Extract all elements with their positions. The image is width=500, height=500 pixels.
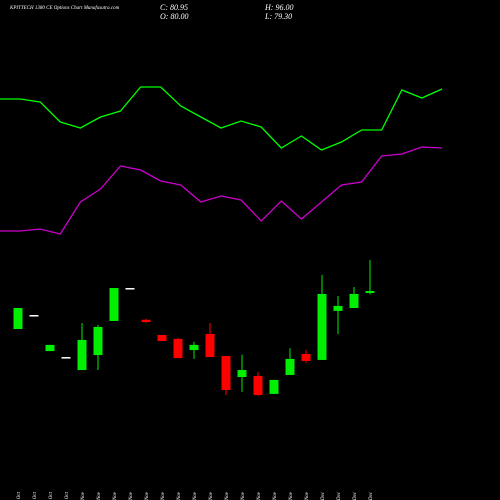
x-tick-label: 30 Oct	[49, 491, 54, 500]
x-tick-label: 20 Nov	[209, 491, 214, 500]
summary-low: L: 79.30	[264, 12, 292, 21]
candle-body	[205, 333, 215, 358]
x-tick-label: 01 Dec	[321, 491, 326, 500]
summary-high: H: 96.00	[264, 3, 293, 12]
candle-body	[317, 294, 327, 360]
candle-body	[109, 288, 119, 321]
candle-body	[173, 338, 183, 359]
x-tick-label: 31 Oct	[65, 491, 70, 500]
x-tick-label: 29 Oct	[33, 491, 38, 500]
x-tick-label: 17 Nov	[161, 491, 166, 500]
x-tick-label: 14 Nov	[145, 491, 150, 500]
indicator-line	[0, 86, 443, 151]
candle-body	[45, 344, 55, 352]
x-tick-label: 25 Nov	[257, 491, 262, 500]
summary-close: C: 80.95	[160, 3, 188, 12]
candle-body	[77, 339, 87, 371]
x-tick-label: 21 Nov	[225, 491, 230, 500]
x-tick-label: 27 Nov	[289, 491, 294, 500]
x-tick-label: 18 Nov	[177, 491, 182, 500]
candle-body	[13, 308, 23, 330]
candle-body	[237, 370, 247, 378]
x-tick-label: 03 Dec	[353, 491, 358, 500]
x-tick-label: 27 Oct	[17, 491, 22, 500]
x-tick-label: 02 Dec	[337, 491, 342, 500]
candle-body	[349, 294, 359, 309]
candle-body	[365, 291, 375, 293]
summary-open: O: 80.00	[160, 12, 188, 21]
candle-body	[141, 319, 151, 323]
x-tick-label: 04 Dec	[369, 491, 374, 500]
x-tick-label: 24 Nov	[241, 491, 246, 500]
candle-body	[157, 335, 167, 341]
x-tick-label: 13 Nov	[129, 491, 134, 500]
candle-body	[189, 344, 199, 351]
candle-body	[221, 356, 231, 391]
x-tick-label: 19 Nov	[193, 491, 198, 500]
x-tick-label: 03 Nov	[81, 491, 86, 500]
indicator-line	[0, 146, 443, 235]
candle-body	[29, 315, 39, 317]
candle-body	[285, 358, 295, 375]
candle-body	[125, 288, 135, 290]
x-tick-label: 11 Nov	[97, 491, 102, 500]
x-tick-label: 28 Nov	[305, 491, 310, 500]
candle-body	[253, 376, 263, 395]
candle-body	[301, 353, 311, 361]
candle-body	[93, 326, 103, 355]
chart-title: KPITTECH 1380 CE Options Chart Munafasut…	[9, 6, 120, 11]
candle-body	[61, 357, 71, 359]
x-tick-label: 12 Nov	[113, 491, 118, 500]
candle-body	[269, 379, 279, 394]
x-tick-label: 26 Nov	[273, 491, 278, 500]
candle-body	[333, 305, 343, 311]
